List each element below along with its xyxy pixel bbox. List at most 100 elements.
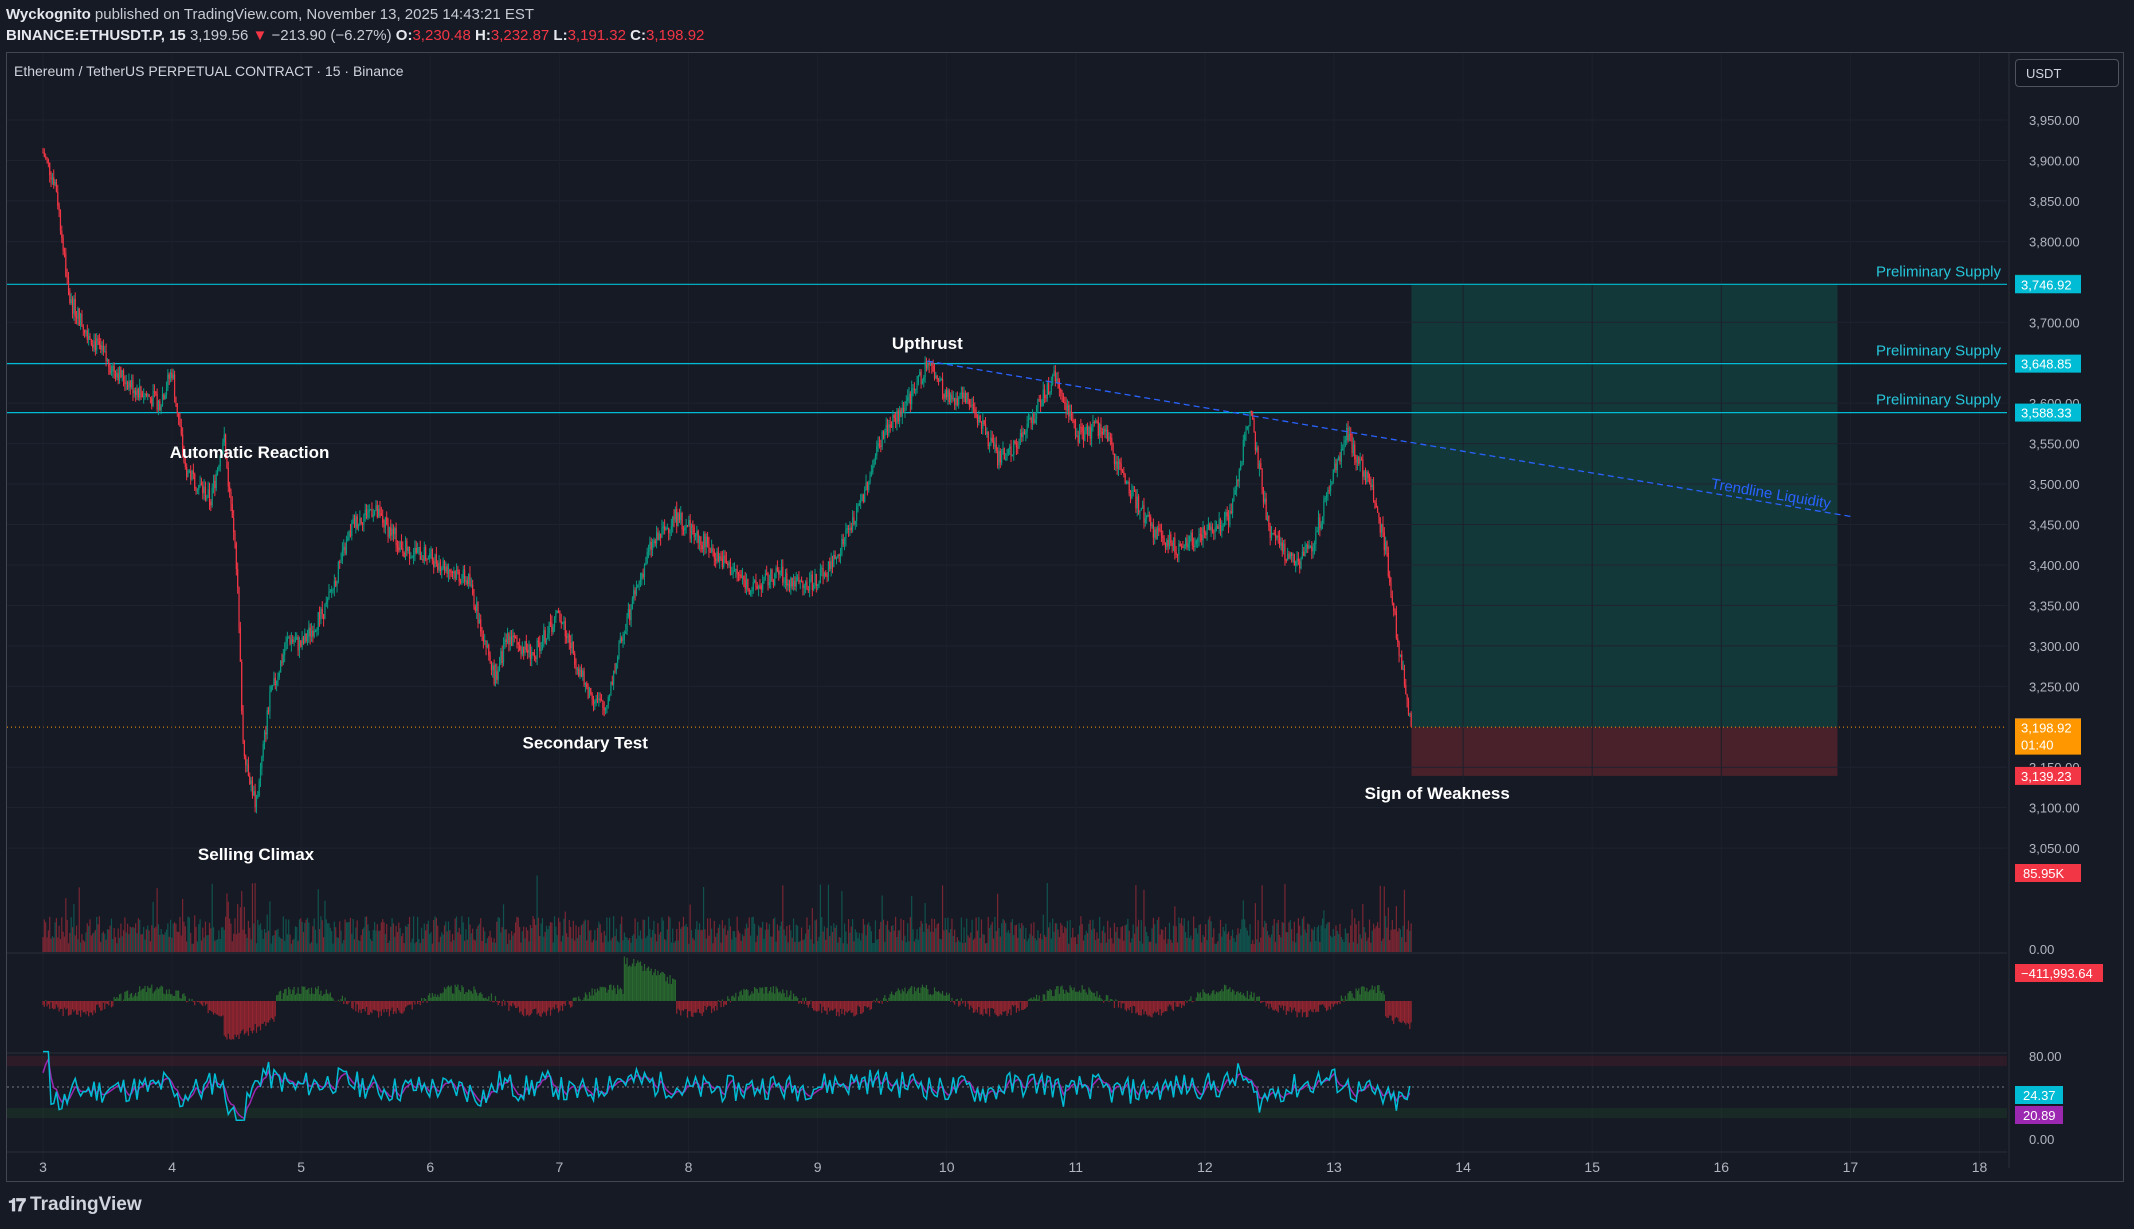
currency-button[interactable]: USDT	[2015, 59, 2119, 87]
volume-bar	[853, 941, 855, 952]
oscillator-bar	[1018, 1001, 1020, 1012]
volume-bar	[478, 923, 480, 952]
candle	[57, 191, 59, 206]
volume-bar	[608, 917, 611, 952]
oscillator-bar	[1339, 1001, 1341, 1004]
oscillator-bar	[89, 1001, 91, 1013]
volume-bar	[650, 937, 652, 952]
candle	[548, 621, 550, 634]
oscillator-bar	[222, 1001, 224, 1016]
oscillator-bar	[116, 996, 118, 1001]
candle	[423, 547, 425, 561]
candle	[278, 672, 280, 677]
candle	[1086, 426, 1089, 436]
oscillator-bar	[630, 966, 632, 1001]
volume-bar	[552, 942, 554, 952]
position-tool[interactable]	[7, 283, 2007, 776]
oscillator-bar	[582, 1000, 584, 1001]
candle	[218, 466, 220, 470]
date-tick-label: 10	[939, 1159, 955, 1175]
oscillator-bar	[408, 1001, 411, 1005]
candle	[1074, 422, 1077, 436]
oscillator-bar	[92, 1001, 94, 1016]
oscillator-bar	[784, 997, 787, 1001]
volume-bar	[302, 932, 305, 952]
candle	[647, 549, 650, 552]
oscillator-bar	[124, 991, 126, 1001]
volume-bar	[999, 936, 1001, 952]
candle	[47, 159, 49, 163]
volume-bar	[1209, 916, 1211, 952]
oscillator-bar	[394, 1001, 396, 1012]
volume-bar	[880, 921, 882, 952]
candle	[680, 513, 682, 521]
oscillator-bar	[229, 1001, 231, 1039]
oscillator-bar	[320, 990, 322, 1001]
candle	[435, 554, 437, 564]
oscillator-bar	[849, 1001, 851, 1011]
rsi-tick-label: 0.00	[2029, 1132, 2054, 1147]
volume-bar	[1197, 933, 1199, 952]
oscillator-bar	[286, 995, 288, 1001]
volume-bar	[861, 933, 863, 952]
oscillator-badge	[2015, 964, 2103, 982]
candle	[784, 573, 787, 583]
volume-bar	[719, 924, 721, 952]
candle	[222, 442, 224, 455]
oscillator-bar	[419, 1001, 421, 1006]
candle	[402, 548, 404, 553]
candle	[351, 523, 353, 536]
price-axis[interactable]: 3,950.003,900.003,850.003,800.003,700.00…	[2008, 53, 2103, 1168]
candle	[803, 585, 805, 589]
volume-bar	[901, 940, 903, 952]
volume-bar	[638, 935, 640, 952]
candle	[472, 584, 474, 595]
candle	[505, 639, 507, 643]
candle	[168, 374, 170, 379]
volume-bar	[274, 930, 276, 952]
candle	[580, 669, 582, 677]
candle	[1311, 545, 1313, 552]
oscillator-bar	[1390, 1001, 1392, 1016]
oscillator-bar	[485, 997, 487, 1001]
volume-bar	[1303, 916, 1305, 952]
candle	[1397, 638, 1399, 642]
candle	[426, 558, 428, 560]
oscillator-bar	[249, 1001, 251, 1028]
candle	[506, 633, 509, 643]
candle	[924, 361, 926, 378]
volume-bar	[1158, 917, 1160, 952]
candle	[1391, 596, 1393, 603]
candle	[108, 359, 110, 368]
candle	[559, 611, 561, 621]
volume-bar	[610, 940, 612, 952]
volume-bar	[254, 883, 256, 952]
tradingview-logo[interactable]: 𝟏𝟕 TradingView	[8, 1194, 142, 1216]
candle	[1363, 471, 1365, 477]
candle	[543, 630, 545, 642]
volume-bar	[206, 935, 208, 952]
volume-bar	[59, 939, 62, 952]
candle	[169, 372, 172, 379]
candle	[1356, 457, 1359, 463]
oscillator-bar	[1266, 1001, 1269, 1004]
volume-bar	[800, 927, 803, 952]
candle	[1154, 529, 1156, 538]
oscillator-bar	[937, 991, 940, 1001]
candle	[156, 393, 158, 410]
volume-bar	[1258, 942, 1261, 952]
volume-bar	[419, 943, 421, 952]
chart-frame[interactable]: Preliminary Supply Preliminary Supply Prel…	[6, 52, 2124, 1182]
date-axis[interactable]: 3 4 5 6 7 8 9 10 11 12 13 14 15 16 17 18	[7, 1151, 2007, 1175]
candle	[1031, 413, 1034, 424]
volume-bar	[1397, 931, 1399, 952]
oscillator-bar	[806, 1001, 808, 1005]
candle	[192, 470, 194, 474]
candle	[386, 517, 388, 525]
volume-bar	[1343, 941, 1345, 952]
author-name[interactable]: Wyckognito	[6, 6, 91, 23]
volume-bar	[780, 921, 783, 952]
candle	[1150, 516, 1152, 527]
